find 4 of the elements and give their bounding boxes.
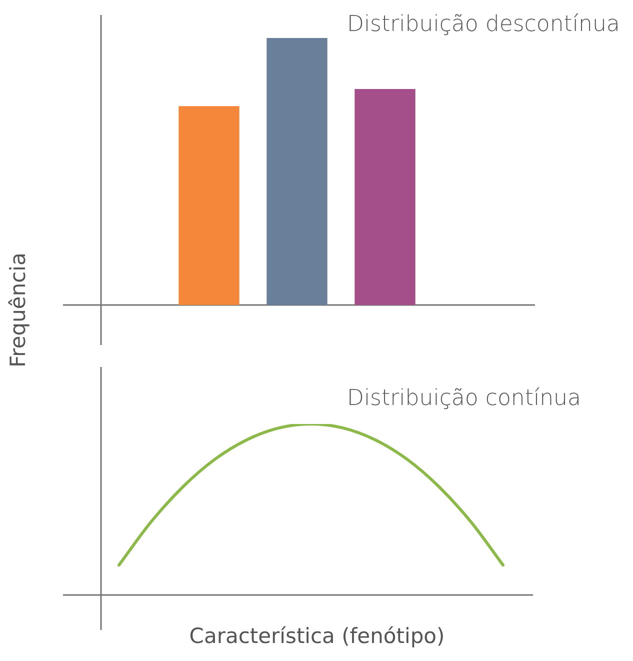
y-axis-title: Frequência (6, 252, 30, 368)
text: Distribuição descontínua (347, 12, 620, 37)
chart-title: Distribuição contínua (347, 386, 581, 411)
x-axis-title: Característica (fenótipo) (189, 624, 445, 648)
